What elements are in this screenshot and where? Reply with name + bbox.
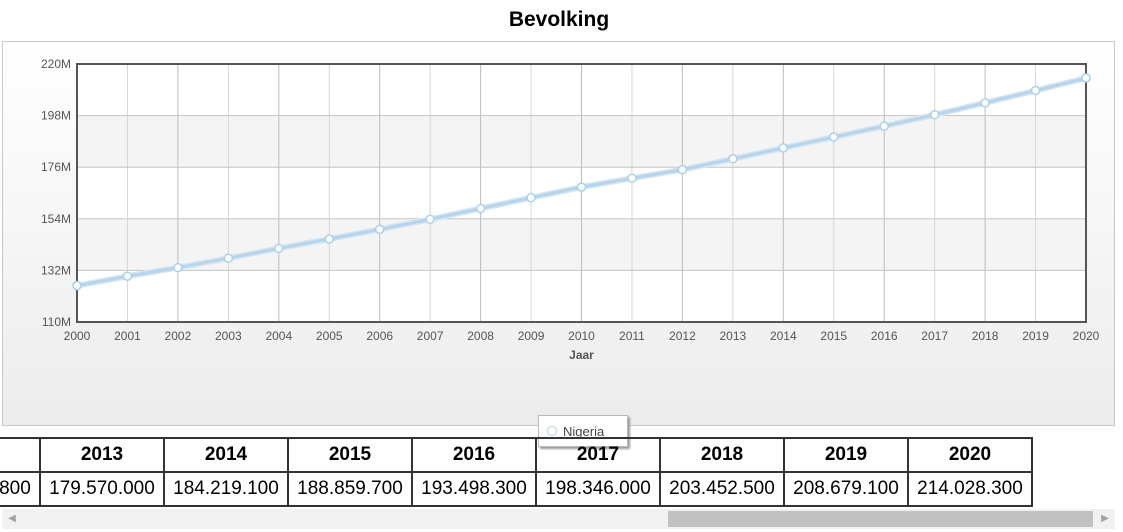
x-tick-label: 2018 [972,329,999,343]
y-tick-label: 198M [41,109,71,123]
y-tick-label: 220M [41,57,71,71]
data-point [980,98,990,108]
table-header-cell: 2016 [411,437,537,473]
table-header-cell: 2019 [783,437,909,473]
data-point [677,164,688,175]
plot-border [76,63,1087,323]
data-point [72,280,82,291]
data-point [627,173,637,183]
data-point [526,192,536,203]
data-point [929,110,940,120]
data-point [425,214,435,225]
scroll-left-arrow-icon[interactable]: ◀ [8,513,16,524]
legend-marker-icon [541,426,563,436]
x-tick-label: 2010 [568,329,595,343]
table-header-cell: 2013 [39,437,165,473]
x-tick-label: 2003 [215,329,242,343]
x-tick-label: 2013 [719,329,746,343]
scroll-right-arrow-icon[interactable]: ▶ [1101,513,1109,524]
data-table-container: 2012 2013 2014 2015 2016 2017 2018 2019 … [0,437,1118,507]
data-point [879,121,889,131]
x-tick-label: 2019 [1022,329,1049,343]
table-cell: 179.570.000 [39,471,165,507]
x-tick-label: 2015 [820,329,847,343]
data-point [829,132,839,142]
data-point [324,234,334,244]
x-tick-label: 2002 [165,329,192,343]
table-header-cell: 2020 [907,437,1033,473]
x-tick-label: 2004 [265,329,292,343]
table-row: 174.951.800 179.570.000 184.219.100 188.… [0,471,1033,507]
x-tick-label: 2020 [1073,329,1100,343]
x-tick-label: 2000 [64,329,91,343]
x-tick-label: 2014 [770,329,797,343]
data-point [1081,73,1091,83]
table-header-cell: 2012 [0,437,41,473]
table-cell: 193.498.300 [411,471,537,507]
x-tick-label: 2001 [114,329,141,343]
table-cell: 214.028.300 [907,471,1033,507]
x-tick-label: 2012 [669,329,696,343]
table-header-cell: 2018 [659,437,785,473]
data-point [728,154,738,164]
y-tick-label: 132M [41,263,71,277]
y-tick-label: 176M [41,160,71,174]
chart-area: 110M 132M 154M 176M 198M 220M 2000 2001 2002 2003… [2,41,1115,447]
x-tick-label: 2017 [921,329,948,343]
x-tick-label: 2016 [871,329,898,343]
y-tick-label: 110M [42,315,71,329]
x-tick-label: 2005 [316,329,343,343]
data-point [475,203,486,214]
data-point [223,253,234,263]
table-header-row: 2012 2013 2014 2015 2016 2017 2018 2019 … [0,437,1033,473]
data-point [122,271,133,282]
legend-label: Nigeria [563,423,605,439]
table-cell: 188.859.700 [287,471,413,507]
table-cell: 203.452.500 [659,471,785,507]
x-tick-label: 2011 [619,329,645,343]
x-axis-label: Jaar [569,348,594,362]
scroll-thumb[interactable] [668,511,1093,527]
data-point [778,143,789,153]
data-point [576,182,587,192]
data-point [173,262,183,273]
table-cell: 184.219.100 [163,471,289,507]
table-header-cell: 2015 [287,437,413,473]
line-chart: 110M 132M 154M 176M 198M 220M 2000 2001 2002 2003… [41,57,1100,362]
table-cell: 208.679.100 [783,471,909,507]
y-tick-label: 154M [41,212,71,226]
x-tick-label: 2009 [518,329,545,343]
x-tick-label: 2006 [366,329,393,343]
data-point [374,224,385,235]
table-header-cell: 2017 [535,437,661,473]
data-point [1030,85,1041,96]
data-table: 2012 2013 2014 2015 2016 2017 2018 2019 … [0,437,1033,507]
horizontal-scrollbar[interactable]: ◀ ▶ [2,509,1115,529]
table-cell: 198.346.000 [535,471,661,507]
chart-title: Bevolking [508,8,610,31]
x-tick-label: 2007 [417,329,444,343]
x-tick-label: 2008 [467,329,494,343]
table-header-cell: 2014 [163,437,289,473]
data-point [274,243,284,254]
table-cell: 174.951.800 [0,471,41,507]
